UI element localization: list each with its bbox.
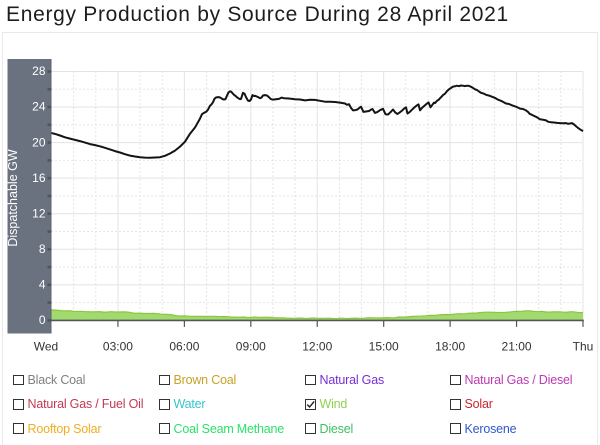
svg-text:12: 12 [32, 206, 46, 220]
svg-text:8: 8 [39, 242, 46, 256]
svg-text:4: 4 [39, 278, 46, 292]
svg-text:06:00: 06:00 [169, 340, 199, 354]
svg-text:Wed: Wed [34, 340, 58, 354]
svg-text:24: 24 [32, 100, 46, 114]
svg-text:28: 28 [32, 64, 46, 78]
svg-text:20: 20 [32, 135, 46, 149]
svg-text:Thu: Thu [573, 340, 594, 354]
svg-text:15:00: 15:00 [369, 340, 399, 354]
svg-text:12:00: 12:00 [302, 340, 332, 354]
svg-text:03:00: 03:00 [103, 340, 133, 354]
svg-text:09:00: 09:00 [236, 340, 266, 354]
svg-text:18:00: 18:00 [435, 340, 465, 354]
svg-text:Dispatchable GW: Dispatchable GW [6, 149, 20, 246]
svg-text:16: 16 [32, 171, 46, 185]
svg-text:21:00: 21:00 [502, 340, 532, 354]
svg-text:0: 0 [39, 313, 46, 327]
